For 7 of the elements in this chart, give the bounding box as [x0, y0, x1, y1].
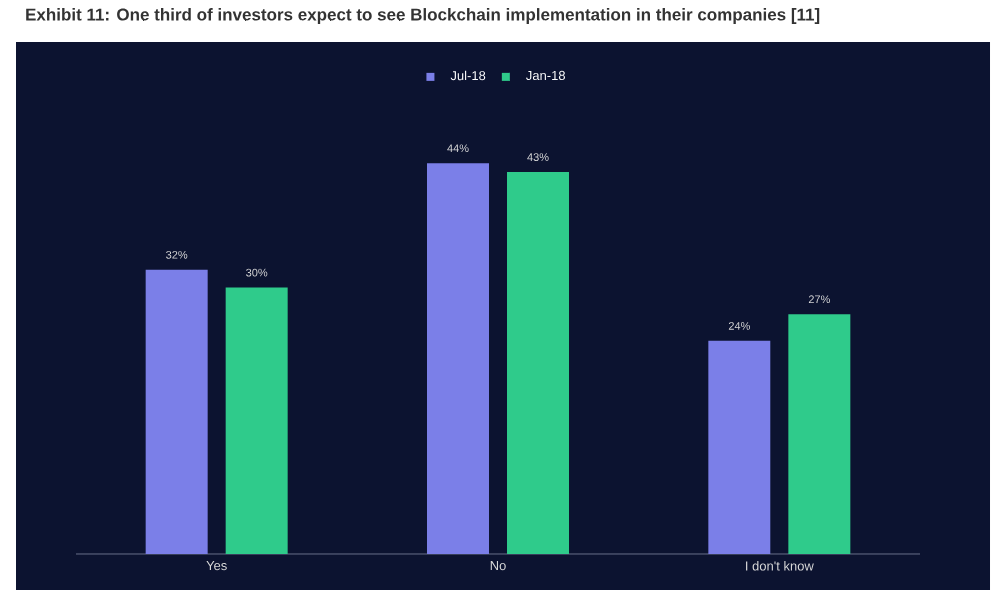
bar [225, 287, 288, 554]
chart-title: Exhibit 11: One third of investors expect to see Blockchain implementation in their companies [11] [26, 8, 820, 24]
bar [145, 269, 208, 554]
bar [427, 163, 490, 554]
bar [788, 314, 851, 554]
bar [507, 172, 570, 554]
bar [708, 340, 771, 554]
